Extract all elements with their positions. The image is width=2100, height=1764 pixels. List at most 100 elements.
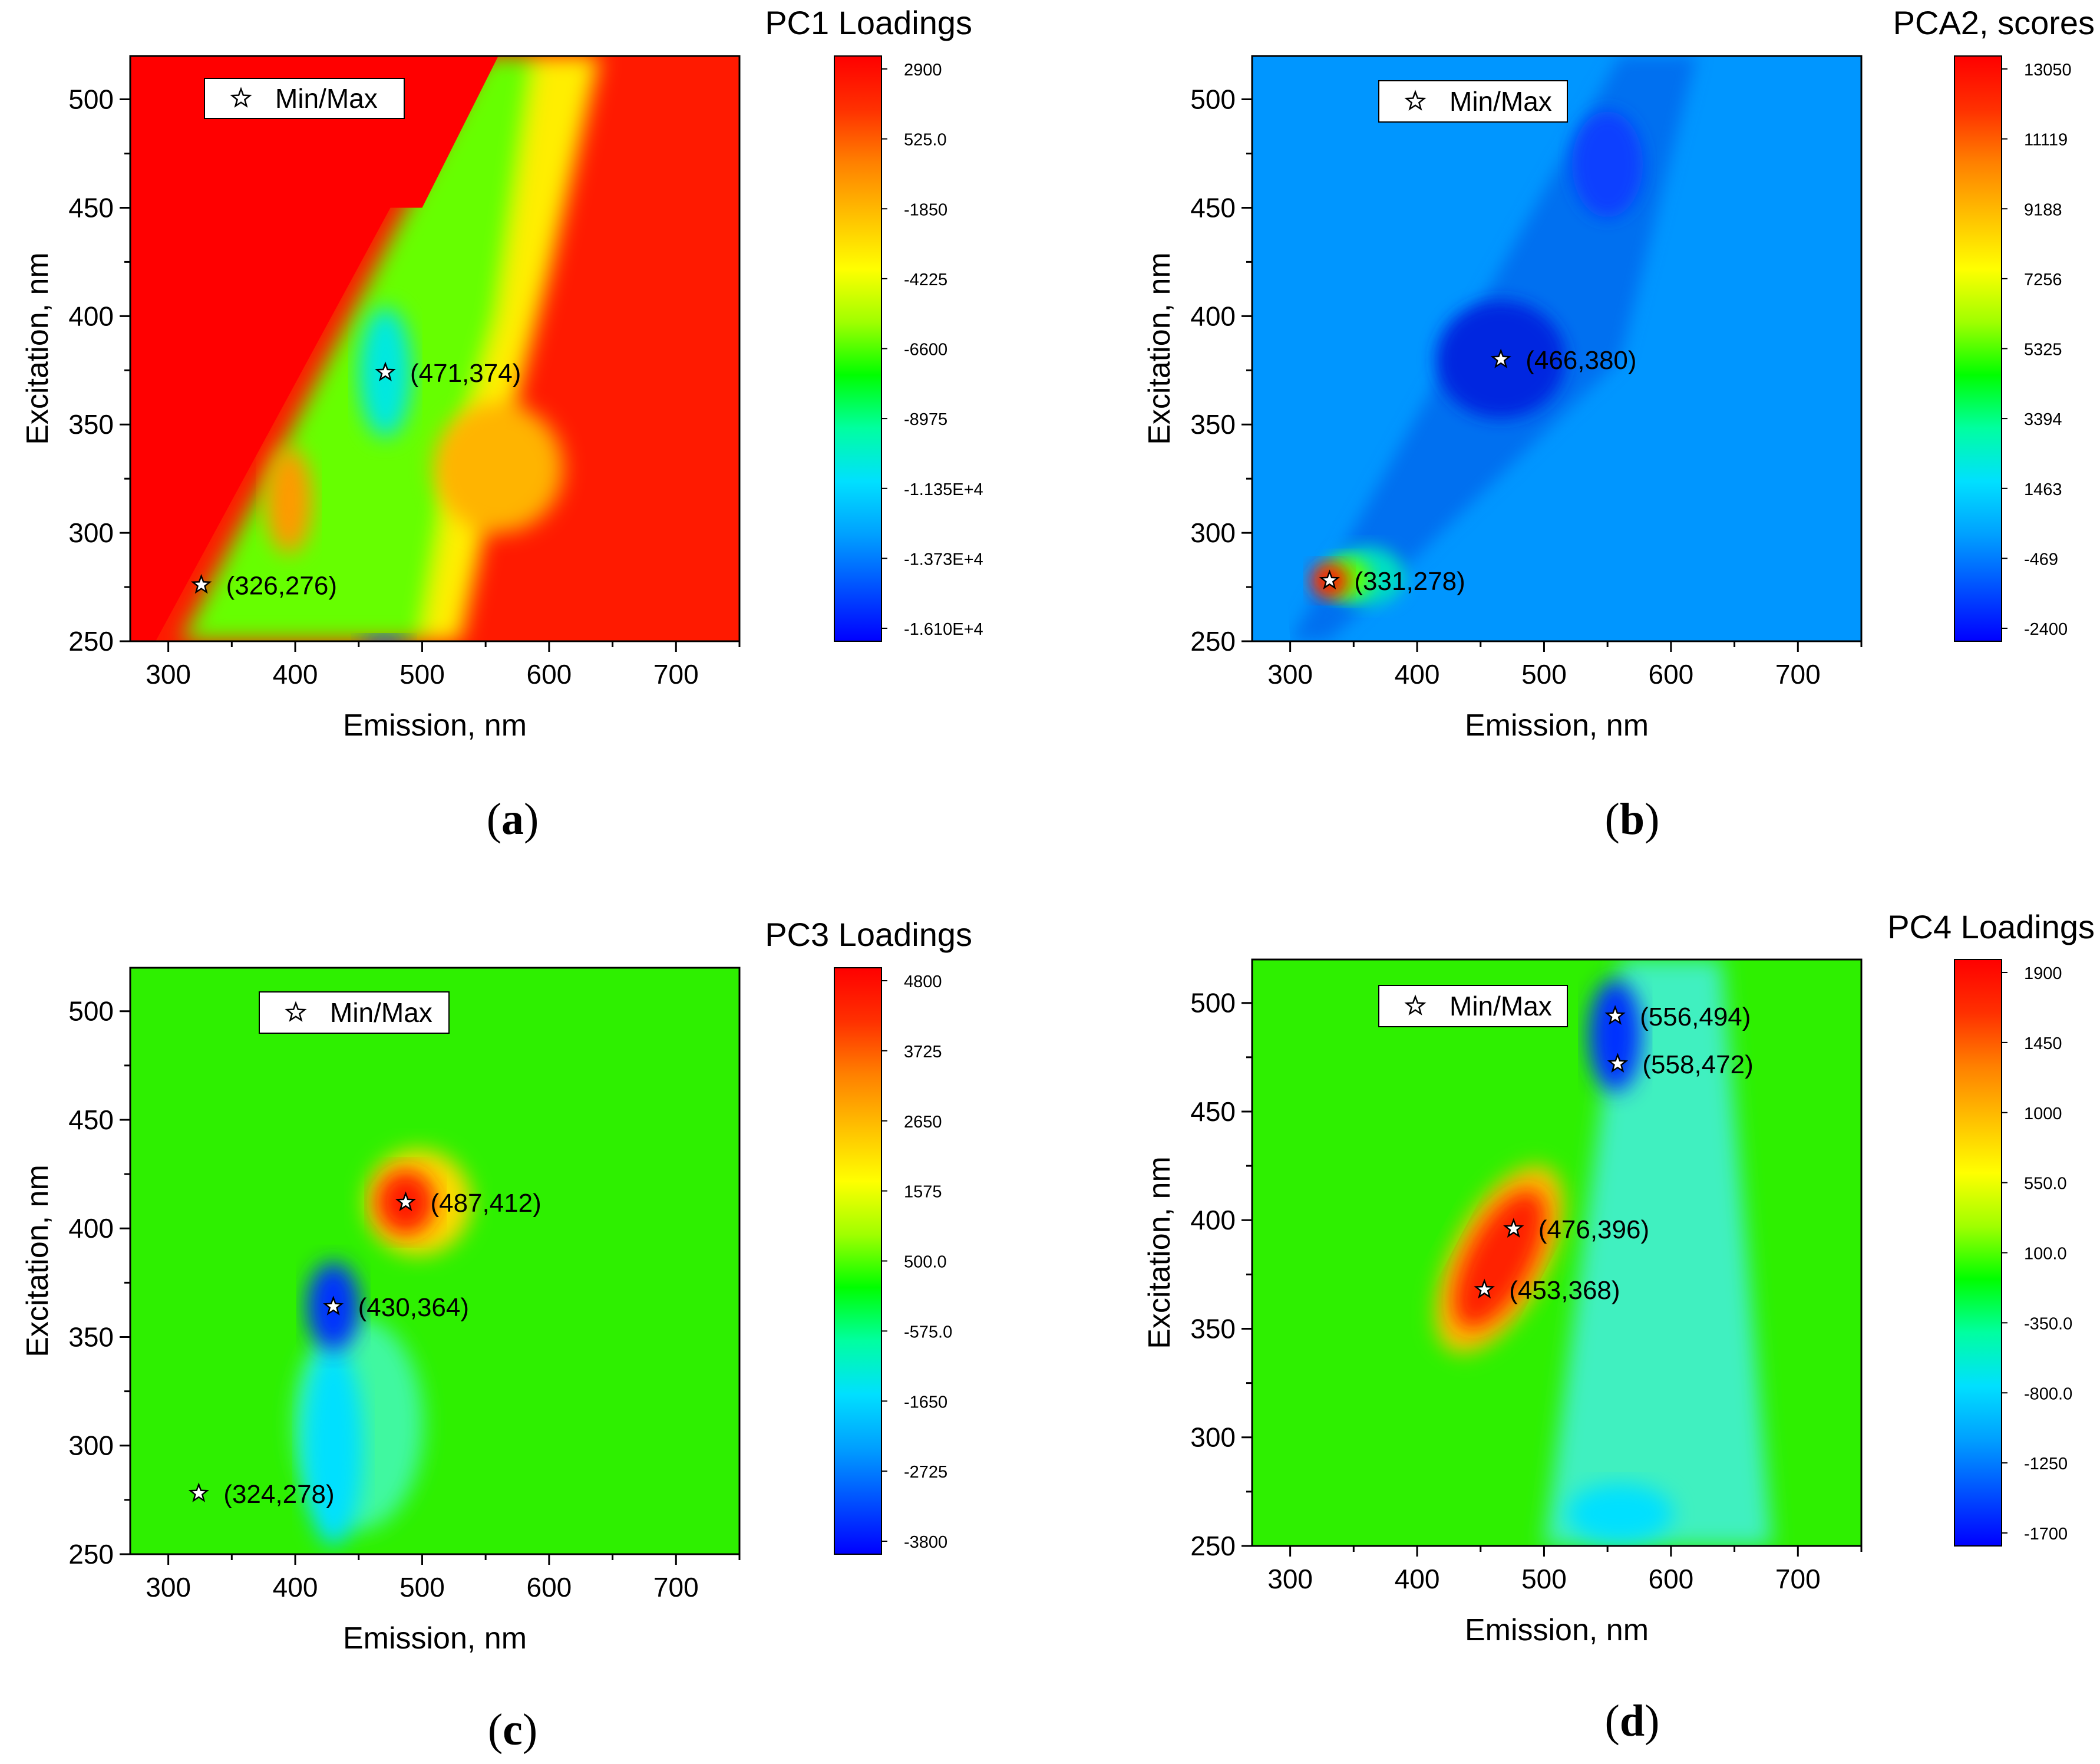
- point-label: (324,278): [223, 1480, 334, 1509]
- y-tick-label: 500: [68, 996, 114, 1027]
- heatmap-field: [1252, 960, 1861, 1546]
- min-max-star-marker: [1503, 1218, 1524, 1238]
- field-orange-blob: [265, 447, 313, 553]
- point-label: (487,412): [430, 1189, 541, 1218]
- colorbar-label: -1.135E+4: [904, 480, 983, 499]
- y-tick-label: 400: [1190, 301, 1236, 331]
- field-blue-edge: [360, 635, 408, 641]
- colorbar: [834, 967, 882, 1555]
- y-tick-label: 250: [68, 1539, 114, 1570]
- legend-star-icon: [1404, 994, 1427, 1015]
- colorbar-label: -1700: [2024, 1525, 2068, 1544]
- y-axis-label: Excitation, nm: [1143, 252, 1177, 445]
- x-tick-label: 300: [1267, 659, 1313, 690]
- colorbar-label: 525.0: [904, 131, 947, 150]
- colorbar-label: 1450: [2024, 1034, 2062, 1053]
- point-label: (326,276): [226, 571, 337, 600]
- colorbar-label: -575.0: [904, 1323, 952, 1341]
- colorbar-label: -1850: [904, 200, 947, 219]
- field-orange-right: [433, 403, 563, 533]
- x-tick-label: 700: [1775, 1564, 1821, 1594]
- point-label: (476,396): [1538, 1215, 1649, 1244]
- plot-frame: [1251, 55, 1863, 642]
- colorbar-label: 1463: [2024, 480, 2062, 499]
- point-label: (466,380): [1526, 346, 1636, 375]
- heatmap-field: [130, 968, 739, 1554]
- y-tick-label: 450: [1190, 1096, 1236, 1127]
- plot-frame: [129, 967, 741, 1555]
- heatmap-field: [1252, 56, 1861, 641]
- min-max-star-marker: [191, 573, 212, 594]
- colorbar-label: 7256: [2024, 271, 2062, 289]
- legend-star-icon: [285, 1001, 307, 1022]
- y-tick-label: 300: [68, 1430, 114, 1461]
- min-max-star-marker: [375, 361, 396, 381]
- colorbar-label: -350.0: [2024, 1314, 2072, 1333]
- y-tick-label: 400: [1190, 1205, 1236, 1235]
- x-tick-label: 600: [1649, 659, 1694, 690]
- x-tick-label: 700: [1775, 659, 1821, 690]
- panel-caption: (d): [1605, 1696, 1660, 1746]
- chart-title: PC4 Loadings: [1887, 908, 2095, 945]
- x-tick-label: 500: [1521, 1564, 1567, 1594]
- min-max-star-marker: [395, 1191, 417, 1211]
- field-cyan-bottom: [1567, 1483, 1673, 1543]
- y-tick-label: 300: [1190, 1422, 1236, 1453]
- x-axis-label: Emission, nm: [1465, 708, 1649, 743]
- legend-label: Min/Max: [1449, 86, 1552, 117]
- colorbar-label: -1.610E+4: [904, 620, 983, 639]
- legend-star-icon: [1404, 90, 1427, 111]
- y-tick-label: 250: [1190, 626, 1236, 657]
- x-tick-label: 300: [1267, 1564, 1313, 1594]
- colorbar-label: -3800: [904, 1533, 947, 1552]
- x-tick-label: 500: [399, 659, 445, 690]
- point-label: (453,368): [1509, 1276, 1620, 1305]
- chart-title: PC3 Loadings: [765, 916, 972, 953]
- y-tick-label: 450: [68, 1104, 114, 1135]
- chart-title: PCA2, scores: [1893, 4, 2095, 41]
- plot-frame: [129, 55, 741, 642]
- colorbar-label: 1000: [2024, 1104, 2062, 1123]
- min-max-star-marker: [188, 1482, 209, 1502]
- field-red-blob: [1454, 1189, 1546, 1329]
- y-axis-label: Excitation, nm: [1143, 1156, 1177, 1349]
- x-axis-label: Emission, nm: [343, 1621, 527, 1656]
- y-tick-label: 300: [68, 517, 114, 548]
- colorbar: [1954, 55, 2002, 642]
- x-tick-label: 500: [399, 1572, 445, 1603]
- x-tick-label: 600: [527, 1572, 572, 1603]
- y-tick-label: 250: [1190, 1531, 1236, 1561]
- colorbar-label: -6600: [904, 341, 947, 360]
- masked-region: [1252, 56, 1290, 641]
- min-max-star-marker: [1490, 348, 1511, 368]
- legend-label: Min/Max: [1449, 991, 1552, 1021]
- colorbar-label: 2900: [904, 61, 942, 80]
- chart-title: PC1 Loadings: [765, 4, 972, 41]
- heatmap-field: [130, 56, 739, 641]
- x-tick-label: 500: [1521, 659, 1567, 690]
- point-label: (471,374): [410, 359, 521, 388]
- legend-star-icon: [230, 87, 252, 108]
- field-blue-blob: [1589, 979, 1642, 1092]
- colorbar-label: -1.373E+4: [904, 550, 983, 569]
- colorbar-label: 4800: [904, 972, 942, 991]
- x-tick-label: 600: [1649, 1564, 1694, 1594]
- min-max-star-marker: [1607, 1053, 1629, 1073]
- colorbar-label: 11119: [2024, 131, 2068, 150]
- point-label: (331,278): [1354, 567, 1465, 596]
- point-label: (556,494): [1640, 1003, 1751, 1031]
- colorbar-label: -8975: [904, 410, 947, 429]
- y-tick-label: 350: [68, 409, 114, 440]
- y-axis-label: Excitation, nm: [21, 252, 55, 445]
- x-tick-label: 400: [273, 1572, 318, 1603]
- x-tick-label: 600: [527, 659, 572, 690]
- colorbar-label: 1575: [904, 1183, 942, 1202]
- x-tick-label: 700: [653, 1572, 699, 1603]
- min-max-star-marker: [1604, 1005, 1626, 1025]
- colorbar-label: -800.0: [2024, 1384, 2072, 1403]
- legend-label: Min/Max: [275, 83, 378, 114]
- colorbar-label: 100.0: [2024, 1245, 2067, 1264]
- colorbar-label: 9188: [2024, 200, 2062, 219]
- y-tick-label: 350: [1190, 1313, 1236, 1344]
- x-tick-label: 400: [273, 659, 318, 690]
